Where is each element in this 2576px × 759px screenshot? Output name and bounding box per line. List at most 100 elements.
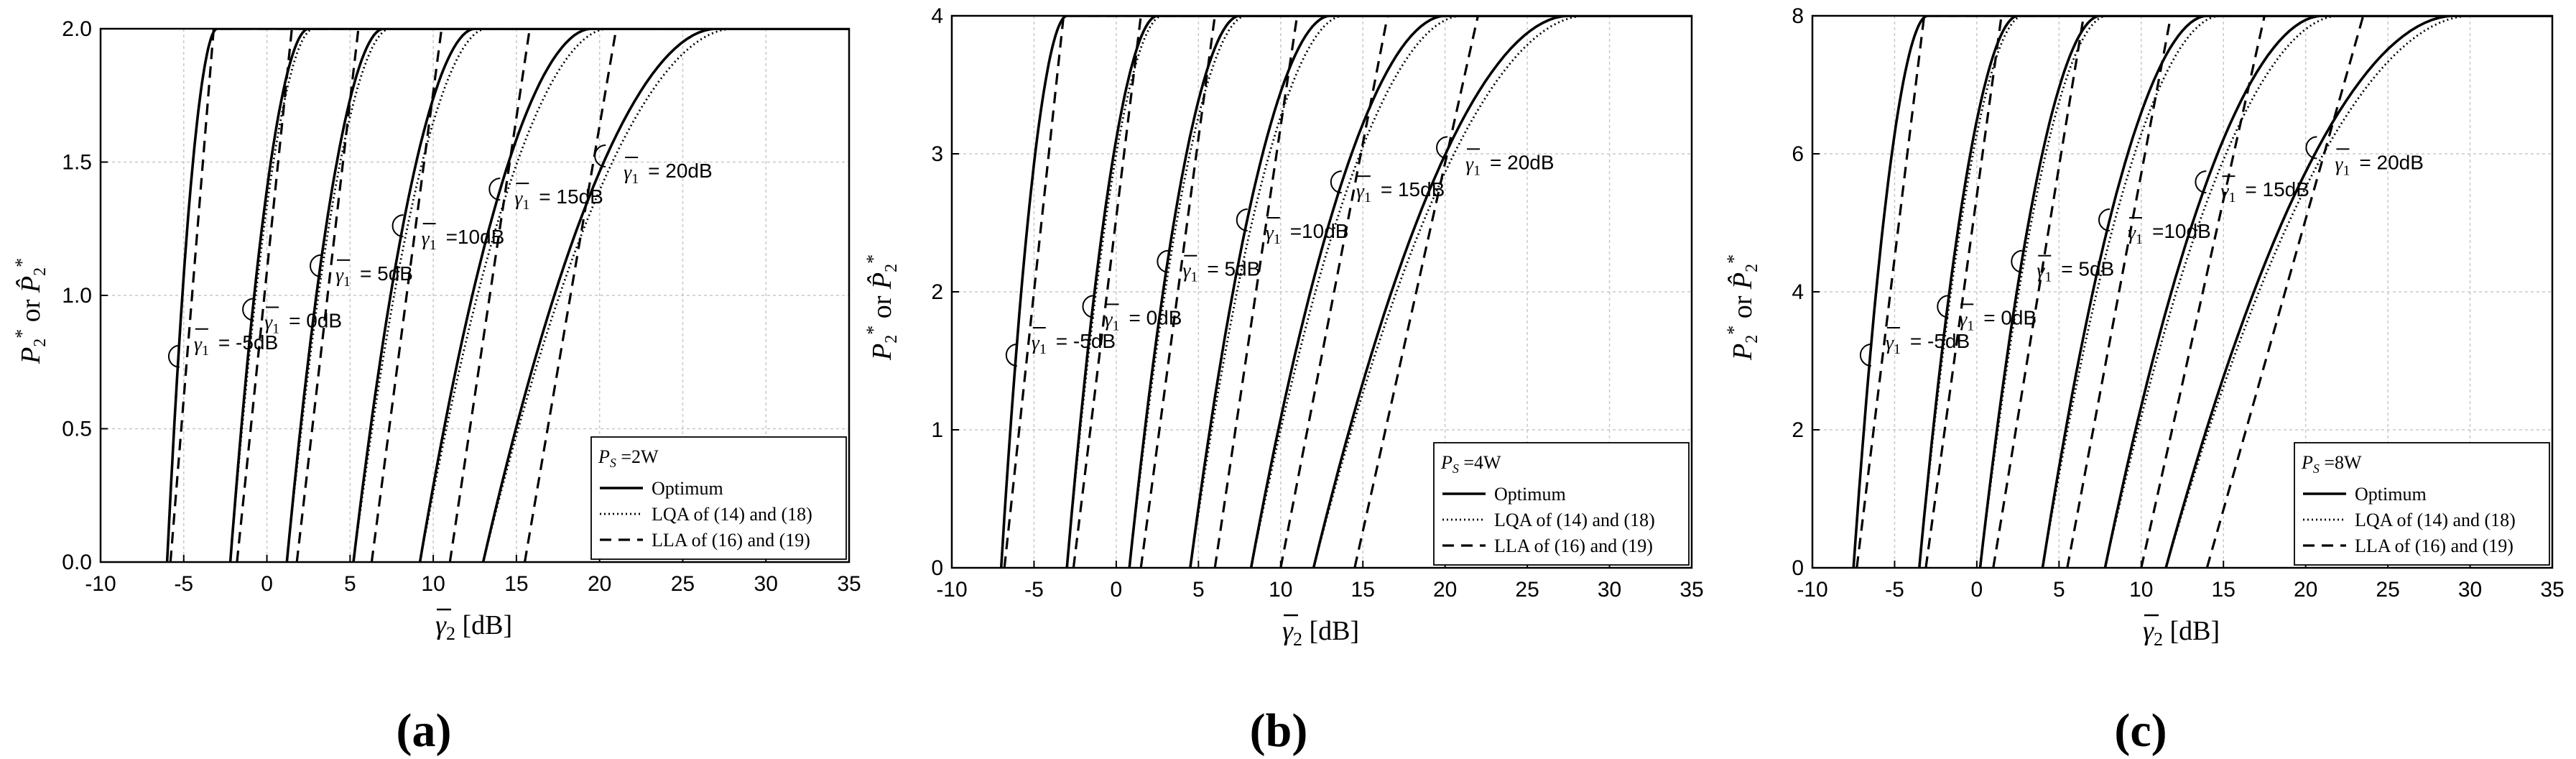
y-label-sub: 2 [882,335,901,344]
y-tick-label: 4 [931,4,943,28]
annotation-hook [1436,136,1448,160]
legend-lqa-label: LQA of (14) and (18) [1494,510,1655,530]
x-tick-label: 35 [2540,578,2564,602]
annotation-label: = 20dB [2359,151,2424,173]
gamma-symbol: γ1 [2037,260,2052,285]
y-axis-label: P2* or P̂2* [863,254,901,361]
y-tick-label: 1.5 [62,151,92,175]
gamma-symbol: γ1 [194,334,209,359]
annotation-label: = 15dB [1381,178,1445,201]
annotation-hook [594,144,606,167]
y-label-or: or [1728,289,1758,326]
x-label-sub: 2 [1293,629,1302,650]
annotation-label: = 5dB [360,262,413,285]
annotation-hook [1330,170,1342,194]
annotation-label: =10dB [2152,220,2211,242]
x-tick-label: 20 [2294,578,2317,602]
x-tick-label: 0 [1111,578,1123,602]
y-axis-label: P2* or P̂2* [1723,254,1761,361]
x-tick-label: 10 [421,572,445,596]
x-tick-label: 10 [2129,578,2153,602]
gamma-subscript: 1 [2044,270,2052,285]
gamma-subscript: 1 [1113,318,1120,334]
optimum-curve [1128,16,1692,568]
optimum-curve [1978,16,2552,568]
y-label-sup: * [1723,326,1744,335]
gamma-symbol: γ1 [514,188,529,213]
lla-curve [169,29,849,562]
x-tick-label: 30 [754,572,778,596]
x-tick-label: 20 [588,572,611,596]
gamma-subscript: 1 [343,274,351,290]
x-tick-label: 0 [261,572,273,596]
gamma-subscript: 1 [522,197,529,213]
lqa-curve [229,29,849,562]
optimum-curve [2164,16,2552,568]
gamma-symbol: γ1 [1886,332,1901,357]
optimum-curve [1852,16,2552,568]
optimum-curve [1312,16,1692,568]
gamma-subscript: 1 [1274,231,1281,247]
y-tick-label: 1.0 [62,284,92,308]
lqa-curve [285,29,849,562]
x-tick-label: -10 [936,578,967,602]
gamma-symbol: γ1 [1032,332,1047,357]
x-label-unit: [dB] [1302,616,1359,646]
legend-title-value: =4W [1459,452,1501,473]
gamma-symbol: γ1 [2128,222,2143,247]
legend: PS =8W Optimum LQA of (14) and (18) LLA of … [2294,442,2550,566]
annotation-hook [2011,249,2023,273]
panel-label: (a) [397,704,452,757]
x-tick-label: 25 [671,572,695,596]
curves [1852,16,2552,568]
gamma-subscript: 1 [2228,190,2236,206]
y-label-phat: P̂ [1728,272,1758,290]
optimum-curve [352,29,849,562]
gamma-symbol: γ1 [264,311,279,336]
gamma-symbol: γ1 [624,162,639,187]
annotation-hook [242,298,254,321]
x-tick-label: -10 [1797,578,1827,602]
lqa-curve [1189,16,1692,568]
y-label-sub2: 2 [882,264,901,272]
y-label-or: or [867,289,897,326]
y-tick-label: 2.0 [62,17,92,41]
lla-curve [1279,16,1692,568]
x-label-text: γ2 [dB] [2143,616,2220,650]
legend-lqa-label: LQA of (14) and (18) [2355,510,2516,530]
x-tick-label: 5 [1192,578,1205,602]
annotation-hook [1859,344,1871,367]
optimum-curve [1189,16,1692,568]
lla-curve [236,29,849,562]
y-label-or: or [16,293,46,329]
legend-box [590,436,847,560]
gamma-subscript: 1 [1473,162,1481,178]
y-label-sup2: * [863,254,884,264]
x-tick-label: 15 [1351,578,1375,602]
x-tick-label: -5 [1024,578,1044,602]
legend-lla-label: LLA of (16) and (19) [2355,535,2514,556]
gamma-symbol: γ1 [1266,222,1281,247]
legend-optimum-label: Optimum [652,478,723,499]
optimum-curve [285,29,849,562]
y-label-sub: 2 [31,339,50,347]
gamma-symbol: γ1 [335,264,351,290]
legend: PS =4W Optimum LQA of (14) and (18) LLA of … [1433,442,1690,566]
annotation-hook [1082,295,1094,318]
legend-lla-label: LLA of (16) and (19) [652,530,810,551]
optimum-curve [1065,16,1692,568]
legend-title-sub: S [610,456,616,470]
optimum-curve [999,16,1692,568]
x-label-text: γ2 [dB] [1282,616,1359,650]
annotation-hook [167,344,180,368]
legend-optimum-label: Optimum [2355,484,2427,505]
x-tick-label: 5 [2053,578,2065,602]
optimum-curve [2103,16,2552,568]
x-label-unit: [dB] [2163,616,2220,646]
y-tick-label: 8 [1792,4,1804,28]
gamma-symbol: γ1 [2220,180,2236,206]
annotation-label: =10dB [1290,220,1349,242]
y-label-sub2: 2 [31,267,50,276]
